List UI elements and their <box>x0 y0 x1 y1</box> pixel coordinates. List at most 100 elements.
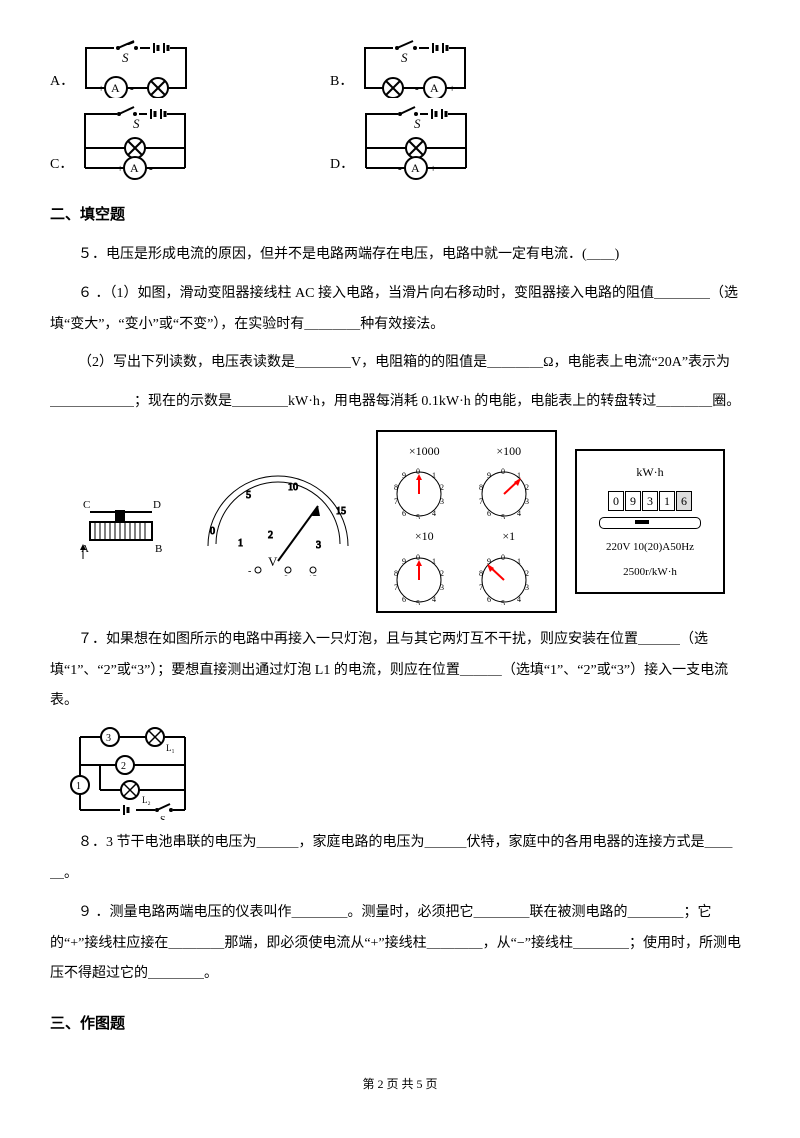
svg-text:15: 15 <box>308 574 318 576</box>
dial-1000-label: ×1000 <box>384 438 465 464</box>
svg-text:+: + <box>117 163 123 175</box>
svg-text:6: 6 <box>487 509 491 518</box>
svg-text:4: 4 <box>517 595 521 604</box>
circuit-c-svg: S A + - <box>77 106 197 181</box>
question-6b-line1: （2）写出下列读数，电压表读数是＿＿＿＿V，电阻箱的的阻值是＿＿＿＿Ω，电能表上… <box>50 348 750 379</box>
svg-text:S: S <box>133 116 140 131</box>
svg-text:2: 2 <box>440 483 444 492</box>
svg-text:-: - <box>130 83 134 95</box>
svg-text:3: 3 <box>316 540 321 551</box>
dial-100-label: ×100 <box>469 438 550 464</box>
svg-text:6: 6 <box>402 509 406 518</box>
svg-text:4: 4 <box>432 595 436 604</box>
svg-text:1: 1 <box>517 557 521 566</box>
svg-text:B: B <box>155 543 162 555</box>
svg-text:4: 4 <box>517 509 521 518</box>
svg-text:3: 3 <box>284 574 289 576</box>
svg-text:15: 15 <box>336 506 346 517</box>
svg-text:0: 0 <box>416 553 420 562</box>
svg-text:L₁: L₁ <box>166 743 175 753</box>
svg-text:A: A <box>411 161 420 175</box>
svg-text:D: D <box>153 499 161 511</box>
svg-text:C: C <box>83 499 90 511</box>
svg-text:S: S <box>160 815 166 820</box>
svg-text:2: 2 <box>525 483 529 492</box>
svg-text:2: 2 <box>440 569 444 578</box>
svg-text:1: 1 <box>76 781 81 792</box>
svg-text:6: 6 <box>402 595 406 604</box>
svg-text:5: 5 <box>501 513 505 519</box>
svg-text:5: 5 <box>416 513 420 519</box>
svg-text:S: S <box>401 50 408 65</box>
section-draw: 三、作图题 <box>50 1008 750 1041</box>
page-footer: 第 2 页 共 5 页 <box>50 1071 750 1097</box>
svg-text:3: 3 <box>106 733 111 744</box>
svg-text:2: 2 <box>268 530 273 541</box>
svg-text:1: 1 <box>432 557 436 566</box>
svg-text:V: V <box>268 554 278 569</box>
svg-text:7: 7 <box>394 583 398 592</box>
meter-disk <box>599 517 701 529</box>
svg-text:8: 8 <box>394 483 398 492</box>
option-b-label: B． <box>330 67 353 98</box>
svg-text:-: - <box>149 163 153 175</box>
option-c-label: C． <box>50 150 73 181</box>
energy-meter-fig: kW·h 0 9 3 1 6 220V 10(20)A50Hz 2500r/kW… <box>575 449 725 594</box>
meter-spec1: 220V 10(20)A50Hz <box>585 535 715 559</box>
resistance-box-fig: ×1000 0192837465 ×100 0192837465 ×10 019… <box>376 430 557 613</box>
circuit-b-svg: S A -+ <box>357 40 477 98</box>
svg-text:1: 1 <box>238 538 243 549</box>
option-d-label: D． <box>330 150 354 181</box>
svg-text:9: 9 <box>487 471 491 480</box>
question-6b-line2: ＿＿＿＿＿＿；现在的示数是＿＿＿＿kW·h，用电器每消耗 0.1kW·h 的电能… <box>50 387 750 418</box>
svg-text:0: 0 <box>501 553 505 562</box>
svg-text:A: A <box>130 161 139 175</box>
svg-text:S: S <box>122 50 129 65</box>
svg-text:S: S <box>414 116 421 131</box>
option-row-cd: C． S A + - D． <box>50 106 750 181</box>
figure-row-q6: CD AB 051015 123 V - 3 15 ×1000 01928374… <box>50 430 750 613</box>
svg-text:8: 8 <box>479 569 483 578</box>
svg-text:L₂: L₂ <box>142 795 151 805</box>
meter-display: 0 9 3 1 6 <box>585 491 715 511</box>
svg-text:5: 5 <box>501 599 505 605</box>
question-7: ７．如果想在如图所示的电路中再接入一只灯泡，且与其它两灯互不干扰，则应安装在位置… <box>50 625 750 717</box>
meter-unit: kW·h <box>585 459 715 485</box>
svg-text:-: - <box>248 566 251 576</box>
svg-text:3: 3 <box>525 583 529 592</box>
dial-1-label: ×1 <box>469 523 550 549</box>
svg-text:3: 3 <box>440 583 444 592</box>
svg-text:-: - <box>415 83 419 95</box>
svg-text:-: - <box>398 163 402 175</box>
svg-text:9: 9 <box>402 557 406 566</box>
svg-text:5: 5 <box>416 599 420 605</box>
svg-text:+: + <box>98 83 104 95</box>
svg-text:0: 0 <box>501 467 505 476</box>
dial-10-label: ×10 <box>384 523 465 549</box>
svg-text:8: 8 <box>394 569 398 578</box>
svg-text:9: 9 <box>402 471 406 480</box>
voltmeter-fig: 051015 123 V - 3 15 <box>188 466 358 576</box>
question-6a: ６ ．（1）如图，滑动变阻器接线柱 AC 接入电路，当滑片向右移动时，变阻器接入… <box>50 279 750 341</box>
svg-text:7: 7 <box>479 583 483 592</box>
svg-text:7: 7 <box>394 497 398 506</box>
question-9: ９ ．测量电路两端电压的仪表叫作＿＿＿＿。测量时，必须把它＿＿＿＿联在被测电路的… <box>50 898 750 990</box>
question-8: ８．3 节干电池串联的电压为＿＿＿，家庭电路的电压为＿＿＿伏特，家庭中的各用电器… <box>50 828 750 890</box>
circuit-q7-svg: 3 L₁ 2 L₂ 1 S <box>70 725 200 820</box>
svg-text:2: 2 <box>525 569 529 578</box>
svg-text:6: 6 <box>487 595 491 604</box>
svg-text:0: 0 <box>210 526 215 537</box>
svg-text:10: 10 <box>288 482 298 493</box>
svg-text:7: 7 <box>479 497 483 506</box>
option-row-ab: A． S A + - B． S <box>50 40 750 98</box>
meter-spec2: 2500r/kW·h <box>585 560 715 584</box>
option-a-label: A． <box>50 67 74 98</box>
svg-text:2: 2 <box>121 761 126 772</box>
svg-text:8: 8 <box>479 483 483 492</box>
svg-text:+: + <box>449 83 455 95</box>
svg-text:A: A <box>111 81 120 95</box>
svg-text:0: 0 <box>416 467 420 476</box>
section-fill: 二、填空题 <box>50 199 750 232</box>
question-5: ５．电压是形成电流的原因，但并不是电路两端存在电压，电路中就一定有电流．(＿＿) <box>50 240 750 271</box>
svg-text:3: 3 <box>440 497 444 506</box>
